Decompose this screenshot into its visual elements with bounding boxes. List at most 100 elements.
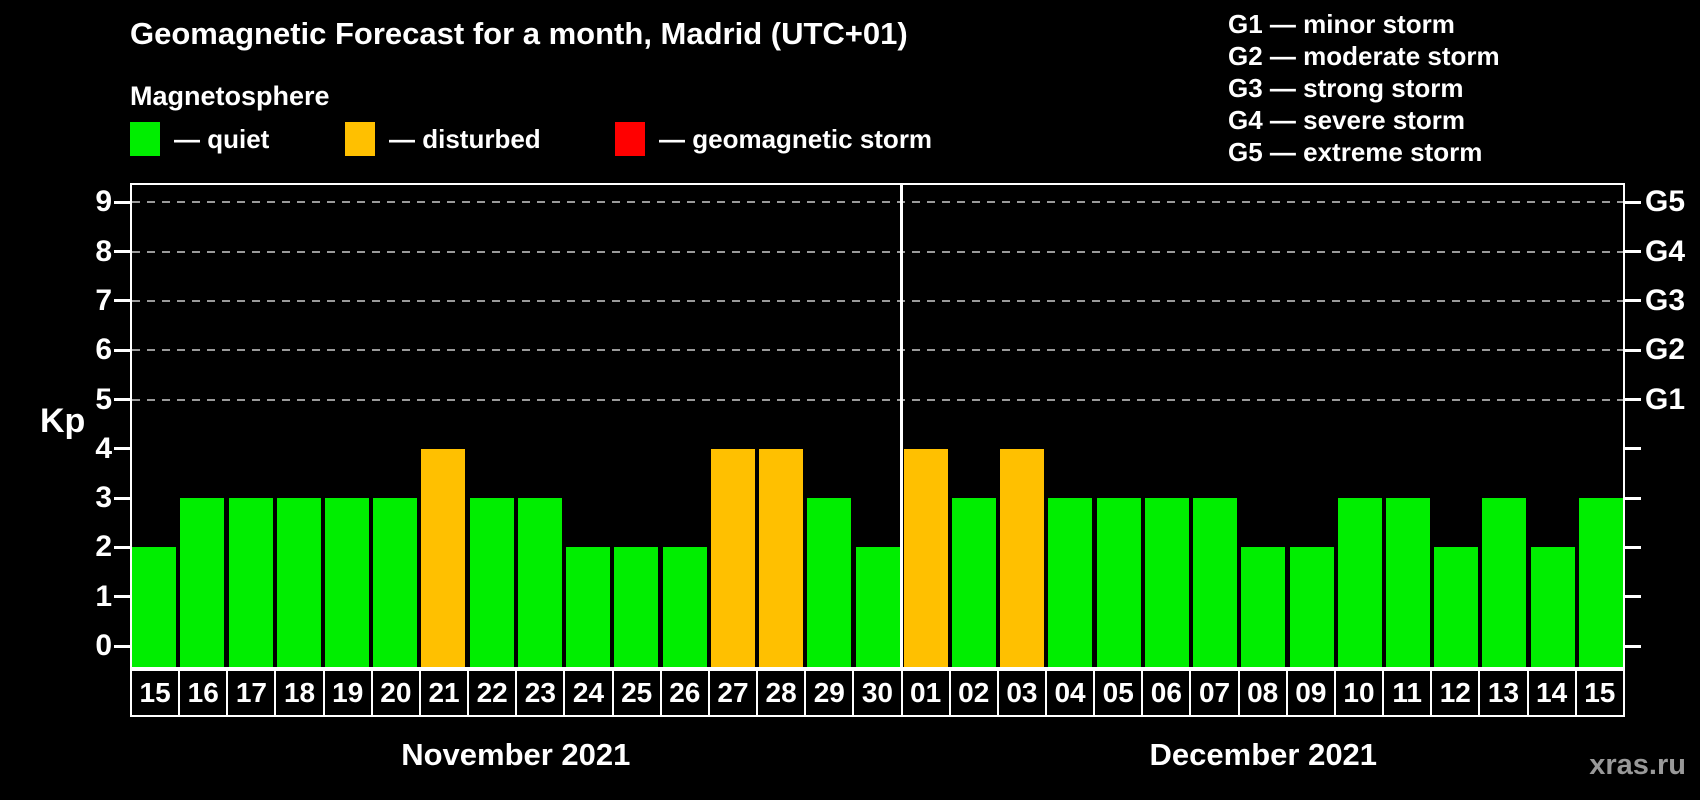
kp-bar-november-25 [614,547,659,667]
y-tick-label-8: 8 [95,234,112,268]
kp-bar-december-10 [1337,498,1382,667]
gridline-g5 [132,201,1623,204]
day-label-december-14: 14 [1529,671,1577,715]
g2-legend-line: G2 — moderate storm [1228,41,1500,71]
kp-bar-november-19 [325,498,370,667]
kp-bar-december-08 [1241,547,1286,667]
day-label-december-03: 03 [999,671,1047,715]
kp-bar-december-02 [951,498,996,667]
gridline-g2 [132,349,1623,352]
y-tick-left-7 [114,299,130,303]
y-tick-right-8 [1625,250,1641,254]
day-label-december-15: 15 [1584,677,1616,708]
g-scale-legend: G1 — minor storm G2 — moderate storm G3 … [1228,8,1500,168]
day-label-november-28: 28 [758,671,807,715]
kp-bar-november-22 [469,498,514,667]
x-axis-day-row: 15 16 17 18 19 20 21 22 23 24 25 26 27 28 29 30 01 02 03 04… [130,669,1625,717]
kp-bar-december-01 [903,448,948,667]
kp-bar-november-17 [228,498,273,667]
kp-bar-december-09 [1289,547,1334,667]
right-axis-label-g3: G3 [1645,283,1686,317]
day-label-november-16: 16 [180,671,229,715]
y-axis-label: Kp [40,402,86,441]
disturbed-label: — disturbed [389,123,541,154]
storm-color-swatch [615,122,645,156]
kp-bar-december-13 [1482,498,1527,667]
y-tick-left-3 [114,496,130,500]
right-axis-label-g4: G4 [1645,234,1686,268]
kp-bar-november-29 [807,498,852,667]
y-tick-left-1 [114,595,130,599]
kp-bar-december-05 [1096,498,1141,667]
kp-bar-november-15 [132,547,177,667]
kp-bar-november-20 [373,498,418,667]
day-label-november-21: 21 [421,671,470,715]
kp-bar-december-04 [1048,498,1093,667]
right-axis-label-g2: G2 [1645,333,1686,367]
kp-bar-november-23 [517,498,562,667]
gridline-g3 [132,299,1623,302]
g4-legend-line: G4 — severe storm [1228,105,1466,135]
month-label-november: November 2021 [401,737,631,772]
kp-bar-december-14 [1530,547,1575,667]
day-label-november-15: 15 [132,671,181,715]
y-tick-right-1 [1625,595,1641,599]
day-label-december-05: 05 [1095,671,1144,715]
legend-item-storm: — geomagnetic storm [615,121,932,157]
day-label-december-02: 02 [951,671,999,715]
month-separator [900,183,904,669]
y-tick-label-3: 3 [95,481,112,515]
g3-legend-line: G3 — strong storm [1228,73,1464,103]
day-label-december-07: 07 [1191,671,1240,715]
y-tick-label-0: 0 [95,629,112,662]
day-label-november-18: 18 [276,671,325,715]
kp-bar-december-11 [1385,498,1430,667]
day-label-december-04: 04 [1047,671,1096,715]
kp-bar-november-28 [759,448,804,667]
y-tick-label-5: 5 [95,382,112,416]
right-axis-label-g1: G1 [1645,382,1686,416]
day-label-november-23: 23 [517,671,566,715]
legend-item-quiet: — quiet [130,121,269,157]
kp-bar-november-27 [710,448,755,667]
day-label-december-12: 12 [1432,671,1481,715]
day-label-november-22: 22 [469,671,518,715]
day-label-november-30: 30 [854,671,903,715]
y-tick-label-2: 2 [95,530,112,564]
y-tick-label-1: 1 [95,579,112,613]
day-label-november-26: 26 [662,671,710,715]
y-tick-left-2 [114,545,130,549]
chart-title: Geomagnetic Forecast for a month, Madrid… [130,16,908,51]
kp-bar-november-24 [566,547,611,667]
day-label-november-24: 24 [565,671,614,715]
y-tick-right-6 [1625,348,1641,352]
y-tick-label-6: 6 [95,333,112,367]
y-tick-right-5 [1625,398,1641,401]
kp-bar-november-21 [421,448,466,667]
y-tick-left-5 [114,398,130,401]
kp-bar-december-06 [1144,498,1189,667]
g1-legend-line: G1 — minor storm [1228,9,1455,39]
y-tick-right-0 [1625,644,1641,648]
y-tick-right-2 [1625,545,1641,549]
kp-bar-november-26 [662,547,707,667]
y-tick-left-6 [114,348,130,352]
kp-bar-december-03 [1000,448,1045,667]
y-tick-right-9 [1625,200,1641,204]
y-tick-left-9 [114,200,130,204]
watermark: xras.ru [1589,749,1686,781]
kp-bar-november-18 [276,498,321,667]
y-tick-right-4 [1625,447,1641,451]
day-label-december-01: 01 [903,671,951,715]
day-label-november-17: 17 [228,671,277,715]
kp-bar-december-15 [1578,498,1623,667]
day-label-november-25: 25 [614,671,662,715]
storm-label: — geomagnetic storm [659,123,933,154]
g5-legend-line: G5 — extreme storm [1228,137,1483,167]
y-tick-left-4 [114,447,130,451]
y-tick-right-3 [1625,496,1641,500]
month-label-december: December 2021 [1149,737,1378,772]
day-label-december-08: 08 [1240,671,1288,715]
day-label-november-19: 19 [325,671,373,715]
